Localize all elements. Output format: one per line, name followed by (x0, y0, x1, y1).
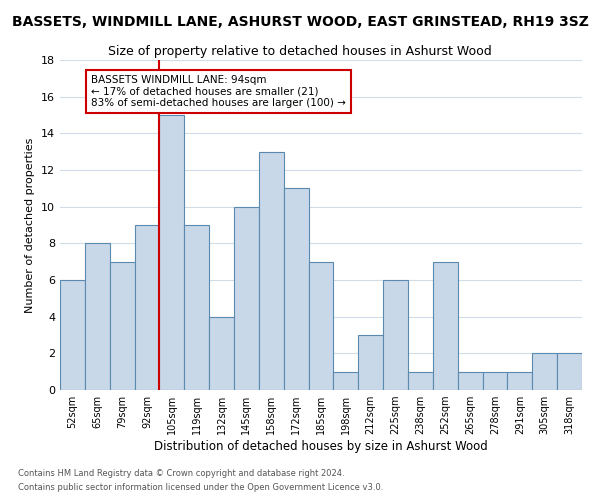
Text: BASSETS WINDMILL LANE: 94sqm
← 17% of detached houses are smaller (21)
83% of se: BASSETS WINDMILL LANE: 94sqm ← 17% of de… (91, 75, 346, 108)
X-axis label: Distribution of detached houses by size in Ashurst Wood: Distribution of detached houses by size … (154, 440, 488, 453)
Bar (234, 206, 259, 390)
Bar (85, 244, 110, 390)
Bar (508, 372, 532, 390)
Bar (334, 372, 358, 390)
Text: Contains public sector information licensed under the Open Government Licence v3: Contains public sector information licen… (18, 484, 383, 492)
Bar (259, 152, 284, 390)
Bar (358, 335, 383, 390)
Bar (209, 316, 234, 390)
Text: Contains HM Land Registry data © Crown copyright and database right 2024.: Contains HM Land Registry data © Crown c… (18, 468, 344, 477)
Bar (160, 115, 184, 390)
Bar (557, 354, 582, 390)
Bar (532, 354, 557, 390)
Bar (408, 372, 433, 390)
Bar (433, 262, 458, 390)
Bar (482, 372, 508, 390)
Bar (284, 188, 308, 390)
Y-axis label: Number of detached properties: Number of detached properties (25, 138, 35, 312)
Text: Size of property relative to detached houses in Ashurst Wood: Size of property relative to detached ho… (108, 45, 492, 58)
Bar (458, 372, 482, 390)
Bar (383, 280, 408, 390)
Bar (134, 225, 160, 390)
Bar (110, 262, 134, 390)
Bar (184, 225, 209, 390)
Text: BASSETS, WINDMILL LANE, ASHURST WOOD, EAST GRINSTEAD, RH19 3SZ: BASSETS, WINDMILL LANE, ASHURST WOOD, EA… (11, 15, 589, 29)
Bar (60, 280, 85, 390)
Bar (308, 262, 334, 390)
